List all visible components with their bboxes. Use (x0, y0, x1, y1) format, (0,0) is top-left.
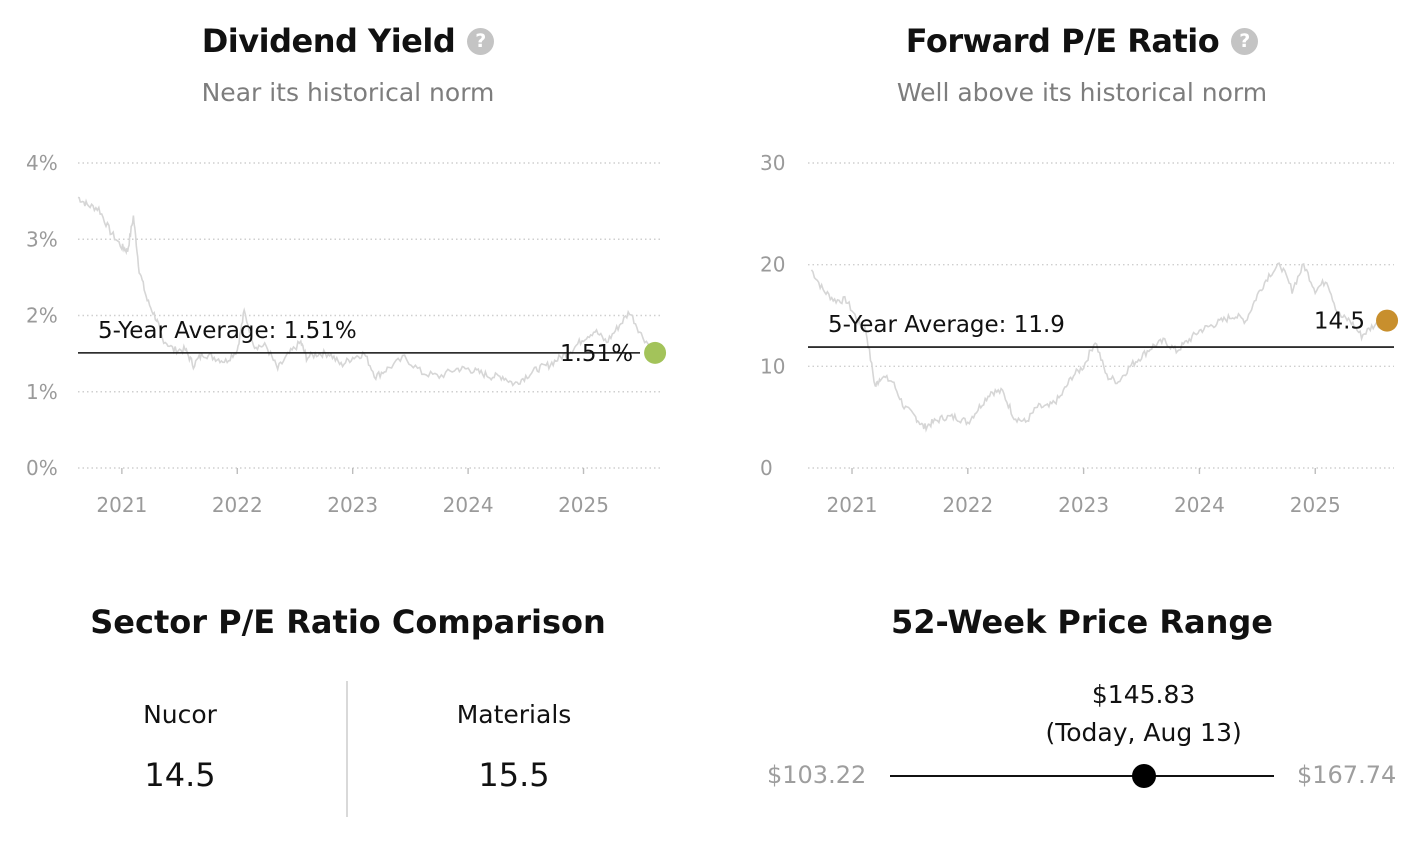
sector-left-name: Nucor (143, 700, 217, 729)
current-value-dot (1376, 309, 1399, 332)
range-low-label: $103.22 (767, 761, 867, 789)
forward-pe-title: Forward P/E Ratio? (782, 22, 1382, 60)
x-tick-label: 2025 (558, 493, 609, 517)
question-mark-icon[interactable]: ? (467, 28, 495, 55)
sector-left-value: 14.5 (144, 756, 216, 794)
x-tick-label: 2024 (1174, 493, 1225, 517)
price-range-title: 52-Week Price Range (891, 603, 1273, 641)
sector-divider (346, 681, 348, 817)
current-value-dot (644, 341, 667, 364)
current-value-label: 14.5 (1314, 309, 1365, 335)
average-label: 5-Year Average: 1.51% (98, 318, 357, 344)
x-tick-label: 2025 (1290, 493, 1341, 517)
x-tick-label: 2024 (443, 493, 494, 517)
sector-right-value: 15.5 (478, 756, 550, 794)
history-line (77, 196, 656, 387)
range-current-marker (1131, 764, 1156, 788)
y-tick-label: 2% (26, 304, 58, 328)
y-tick-label: 1% (26, 380, 58, 404)
x-tick-label: 2023 (1058, 493, 1109, 517)
sector-right-name: Materials (456, 700, 572, 729)
y-tick-label: 0% (26, 456, 58, 480)
dividend-yield-subtitle: Near its historical norm (201, 78, 495, 107)
dividend-yield-chart: 0% 1% 2% 3% 4% 2021 2022 2023 2024 2025 5-Year Ave… (26, 151, 667, 517)
x-tick-label: 2022 (212, 493, 263, 517)
range-high-label: $167.74 (1297, 761, 1397, 789)
x-tick-label: 2021 (96, 493, 147, 517)
x-tick-label: 2023 (327, 493, 378, 517)
y-tick-label: 10 (760, 354, 785, 378)
dividend-yield-title: Dividend Yield? (48, 22, 648, 60)
x-tick-label: 2021 (827, 493, 878, 517)
average-label: 5-Year Average: 11.9 (828, 312, 1065, 338)
history-line (810, 262, 1388, 433)
current-price-label: $145.83 (1091, 680, 1196, 709)
y-tick-label: 30 (760, 151, 785, 175)
sector-pe-title: Sector P/E Ratio Comparison (90, 603, 606, 641)
current-price-date: (Today, Aug 13) (1045, 718, 1242, 747)
forward-pe-chart: 0 10 20 30 2021 2022 2023 2024 2025 5-Year Averag… (760, 151, 1399, 517)
current-value-label: 1.51% (560, 341, 633, 367)
y-tick-label: 3% (26, 227, 58, 251)
x-tick-label: 2022 (942, 493, 993, 517)
question-mark-icon[interactable]: ? (1231, 28, 1259, 55)
forward-pe-subtitle: Well above its historical norm (896, 78, 1268, 107)
y-tick-label: 20 (760, 253, 785, 277)
range-track (890, 775, 1274, 777)
y-tick-label: 0 (760, 456, 773, 480)
y-tick-label: 4% (26, 151, 58, 175)
